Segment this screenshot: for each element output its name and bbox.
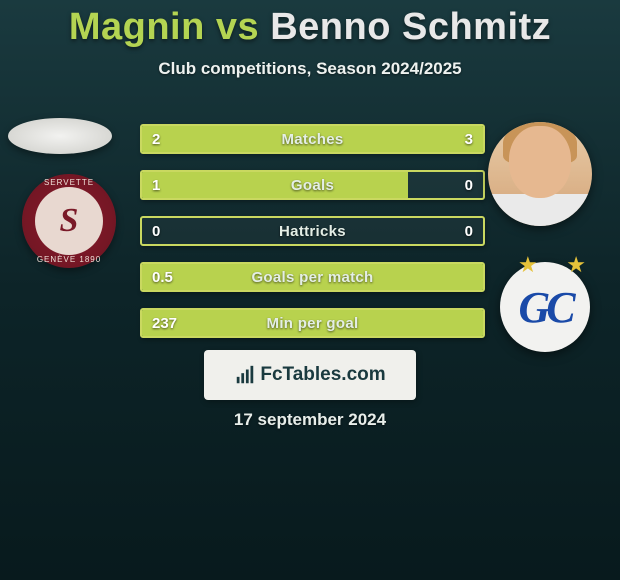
stat-row-min-per-goal: 237 Min per goal: [140, 308, 485, 338]
stat-row-hattricks: 0 Hattricks 0: [140, 216, 485, 246]
club-monogram: S: [60, 202, 79, 240]
stat-label: Goals per match: [142, 264, 483, 290]
subtitle: Club competitions, Season 2024/2025: [0, 59, 620, 79]
stats-panel: 2 Matches 3 1 Goals 0 0 Hattricks 0 0.5 …: [140, 124, 485, 354]
stat-label: Goals: [142, 172, 483, 198]
club-badge-inner: S: [35, 187, 103, 255]
avatar-shirt: [488, 194, 592, 226]
snapshot-date: 17 september 2024: [0, 410, 620, 430]
stat-right-value: 0: [465, 172, 473, 198]
club-monogram: GC: [518, 282, 571, 333]
player2-club-badge: ★ ★ GC: [500, 258, 600, 358]
club-ring-top: SERVETTE: [44, 178, 94, 187]
stat-right-value: 3: [465, 126, 473, 152]
stat-label: Hattricks: [142, 218, 483, 244]
chart-icon: [234, 364, 256, 386]
stat-row-goals-per-match: 0.5 Goals per match: [140, 262, 485, 292]
footer-brand-text: FcTables.com: [260, 364, 385, 386]
star-icon: ★: [518, 252, 538, 278]
vs-text: vs: [216, 6, 259, 48]
player1-club-badge: SERVETTE S GENÈVE 1890: [22, 174, 116, 268]
player1-avatar: [8, 118, 112, 154]
stat-label: Matches: [142, 126, 483, 152]
star-icon: ★: [566, 252, 586, 278]
club-ring-bottom: GENÈVE 1890: [37, 255, 101, 264]
footer-brand: FcTables.com: [234, 364, 385, 386]
comparison-title: Magnin vs Benno Schmitz: [0, 0, 620, 49]
avatar-face: [509, 126, 571, 198]
stat-row-goals: 1 Goals 0: [140, 170, 485, 200]
player2-name: Benno Schmitz: [270, 6, 551, 48]
player1-name: Magnin: [69, 6, 205, 48]
footer-brand-box: FcTables.com: [204, 350, 416, 400]
stat-right-value: 0: [465, 218, 473, 244]
stat-label: Min per goal: [142, 310, 483, 336]
player2-avatar: [488, 122, 592, 226]
stat-row-matches: 2 Matches 3: [140, 124, 485, 154]
